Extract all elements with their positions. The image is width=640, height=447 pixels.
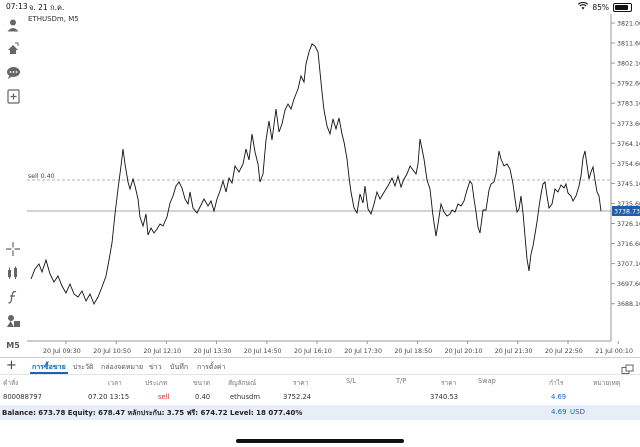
crosshair-icon[interactable] (4, 240, 22, 258)
time-tick-label: 20 Jul 17:30 (344, 348, 382, 355)
price-tick-label: 3792.60 (617, 81, 640, 88)
time-tick-label: 20 Jul 12:10 (143, 348, 181, 355)
battery-percent: 85% (592, 2, 609, 12)
chart-svg[interactable]: 3821.00 3811.60 3802.10 3792.60 3783.10 3773.… (27, 14, 640, 356)
price-tick-label: 3745.10 (617, 181, 640, 188)
price-tick-label: 3783.10 (617, 101, 640, 108)
row-current-price: 3740.53 (430, 393, 459, 401)
col-profit: กำไร (549, 379, 564, 387)
add-tab-icon[interactable]: + (6, 358, 17, 373)
row-order: 800088797 (3, 393, 42, 401)
price-tick-label: 3688.10 (617, 301, 640, 308)
active-tab-indicator (30, 372, 68, 374)
timeframe-icon[interactable]: M5 (4, 336, 22, 354)
battery-icon (613, 2, 632, 12)
chart-symbol-label: ETHUSDm, M5 (28, 15, 79, 23)
account-icon[interactable] (4, 16, 22, 34)
balance-profit: 4.69 (551, 408, 567, 416)
time-tick-label: 20 Jul 14:50 (244, 348, 282, 355)
price-tick-label: 3697.60 (617, 281, 640, 288)
status-time: 07:13 (6, 2, 28, 11)
col-time: เวลา (108, 379, 122, 387)
current-price-tag (612, 206, 640, 216)
price-tick-label: 3726.10 (617, 221, 640, 228)
col-price: ราคา (293, 379, 309, 387)
time-tick-label: 20 Jul 16:10 (294, 348, 332, 355)
price-tick-label: 3802.10 (617, 61, 640, 68)
balance-text: Balance: 673.78 Equity: 678.47 หลักประกั… (2, 409, 303, 417)
col-sl: S/L (346, 377, 357, 385)
row-time: 07.20 13:15 (88, 393, 130, 401)
time-tick-label: 20 Jul 21:30 (495, 348, 533, 355)
add-document-icon[interactable] (4, 87, 22, 105)
tab-trade[interactable]: การซื้อขาย (32, 363, 66, 371)
function-icon[interactable] (4, 288, 22, 306)
time-tick-label: 20 Jul 22:50 (545, 348, 583, 355)
tab-mailbox[interactable]: กล่องจดหมาย (101, 363, 144, 371)
table-row[interactable]: 800088797 07.20 13:15 sell 0.40 ethusdm … (0, 390, 640, 404)
current-price-label: 3738.73 (614, 209, 640, 216)
row-type: sell (158, 393, 170, 401)
col-symbol: สัญลักษณ์ (228, 379, 257, 387)
price-tick-label: 3716.60 (617, 241, 640, 248)
balance-currency: USD (570, 408, 585, 416)
price-tick-label: 3821.00 (617, 21, 640, 28)
row-size: 0.40 (195, 393, 211, 401)
price-chart[interactable]: 3821.00 3811.60 3802.10 3792.60 3783.10 3773.… (27, 14, 640, 356)
chat-icon[interactable] (4, 64, 22, 82)
timeframe-label: M5 (6, 340, 20, 350)
tab-news[interactable]: ข่าว (149, 363, 162, 371)
window-icon[interactable] (621, 360, 634, 379)
row-open-price: 3752.24 (283, 393, 312, 401)
sell-level-label: sell 0.40 (28, 173, 55, 180)
status-bar: 07:13 จ. 21 ก.ค. 85% (0, 0, 640, 13)
col-size: ขนาด (193, 379, 210, 387)
col-current-price: ราคา (441, 379, 457, 387)
time-tick-label: 21 Jul 00:10 (595, 348, 633, 355)
tab-journal[interactable]: บันทึก (170, 363, 189, 371)
battery-fill (615, 4, 628, 10)
time-tick-label: 20 Jul 13:30 (194, 348, 232, 355)
price-tick-label: 3811.60 (617, 41, 640, 48)
col-comment: หมายเหตุ (593, 379, 621, 387)
balance-bar: Balance: 673.78 Equity: 678.47 หลักประกั… (0, 405, 640, 420)
price-tick-label: 3754.60 (617, 161, 640, 168)
indicators-icon[interactable] (4, 264, 22, 282)
tab-settings[interactable]: การตั้งค่า (197, 363, 226, 371)
price-tick-label: 3707.10 (617, 261, 640, 268)
trade-icon[interactable] (4, 40, 22, 58)
price-series-line (30, 43, 602, 306)
time-tick-label: 20 Jul 20:10 (445, 348, 483, 355)
col-order: คำสั่ง (3, 379, 19, 387)
price-tick-label: 3773.60 (617, 121, 640, 128)
time-tick-label: 20 Jul 09:30 (43, 348, 81, 355)
time-tick-label: 20 Jul 18:50 (394, 348, 432, 355)
row-symbol: ethusdm (230, 393, 260, 401)
wifi-icon (578, 1, 589, 12)
price-tick-label: 3764.10 (617, 141, 640, 148)
left-toolbar: M5 (0, 14, 27, 356)
price-tick-label: 3735.60 (617, 201, 640, 208)
objects-icon[interactable] (4, 312, 22, 330)
tab-history[interactable]: ประวัติ (73, 363, 94, 371)
status-date: จ. 21 ก.ค. (29, 3, 65, 12)
time-tick-label: 20 Jul 10:50 (93, 348, 131, 355)
col-swap: Swap (478, 377, 496, 385)
status-right: 85% (578, 1, 632, 12)
col-type: ประเภท (145, 379, 168, 387)
table-header: คำสั่ง เวลา ประเภท ขนาด สัญลักษณ์ ราคา S… (0, 374, 640, 388)
home-indicator[interactable] (236, 439, 404, 443)
row-profit: 4.69 (551, 393, 567, 401)
col-tp: T/P (396, 377, 407, 385)
bottom-tabs: + การซื้อขาย ประวัติ กล่องจดหมาย ข่าว บั… (0, 357, 640, 375)
